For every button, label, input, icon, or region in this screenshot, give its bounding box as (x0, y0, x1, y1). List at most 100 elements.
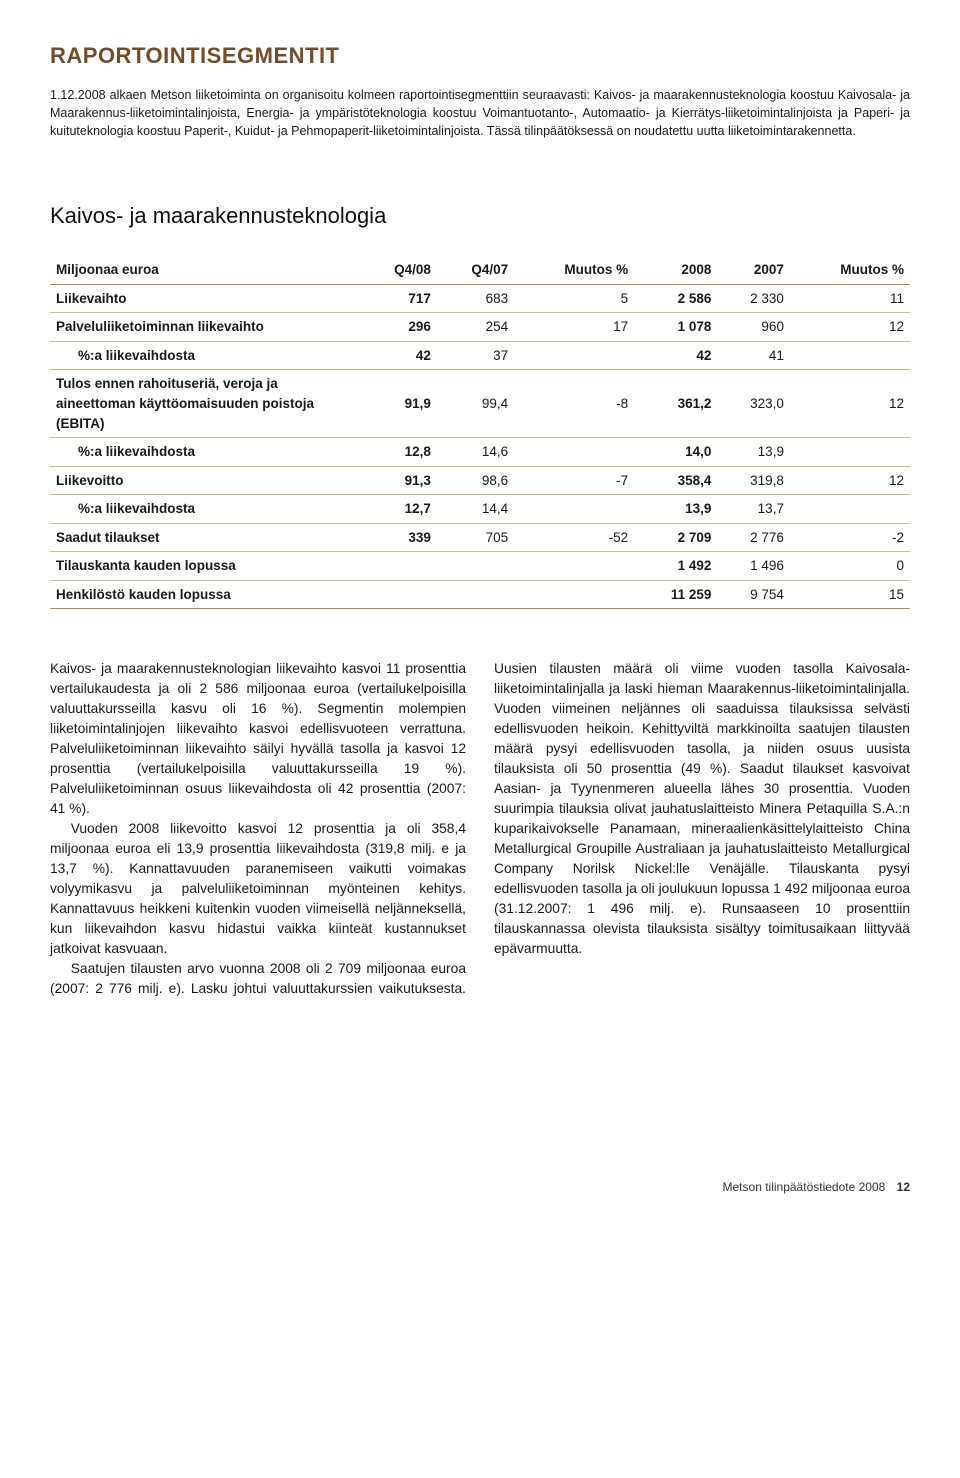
table-cell: 91,3 (360, 466, 437, 495)
table-cell (437, 580, 514, 609)
page-title: RAPORTOINTISEGMENTIT (50, 40, 910, 72)
table-cell: %:a liikevaihdosta (50, 341, 360, 370)
table-cell: 99,4 (437, 370, 514, 438)
table-cell: 361,2 (634, 370, 717, 438)
table-cell: 91,9 (360, 370, 437, 438)
table-cell (360, 580, 437, 609)
table-cell (514, 341, 634, 370)
table-cell: 5 (514, 284, 634, 313)
table-header-cell: Miljoonaa euroa (50, 256, 360, 284)
intro-text: 1.12.2008 alkaen Metson liiketoiminta on… (50, 86, 910, 140)
table-header-cell: Q4/08 (360, 256, 437, 284)
table-row: Saadut tilaukset339705-522 7092 776-2 (50, 523, 910, 552)
table-row: Liikevoitto91,398,6-7358,4319,812 (50, 466, 910, 495)
table-cell (790, 438, 910, 467)
table-cell: Tulos ennen rahoituseriä, veroja ja aine… (50, 370, 360, 438)
table-cell: %:a liikevaihdosta (50, 438, 360, 467)
table-cell: 2 709 (634, 523, 717, 552)
table-cell: 254 (437, 313, 514, 342)
table-cell: 17 (514, 313, 634, 342)
table-cell: 339 (360, 523, 437, 552)
table-cell: Palveluliiketoiminnan liikevaihto (50, 313, 360, 342)
table-cell: 1 078 (634, 313, 717, 342)
table-cell: 323,0 (717, 370, 790, 438)
table-header-row: Miljoonaa euroaQ4/08Q4/07Muutos %2008200… (50, 256, 910, 284)
table-cell: 12,8 (360, 438, 437, 467)
table-cell: 358,4 (634, 466, 717, 495)
table-cell: 12 (790, 466, 910, 495)
table-cell: 9 754 (717, 580, 790, 609)
table-cell: -7 (514, 466, 634, 495)
table-row: Tilauskanta kauden lopussa 1 4921 4960 (50, 552, 910, 581)
table-cell: 42 (634, 341, 717, 370)
table-cell: 717 (360, 284, 437, 313)
table-cell: 1 492 (634, 552, 717, 581)
table-cell: 13,9 (634, 495, 717, 524)
table-cell (790, 341, 910, 370)
table-cell: 42 (360, 341, 437, 370)
financial-table: Miljoonaa euroaQ4/08Q4/07Muutos %2008200… (50, 256, 910, 609)
table-cell: 14,0 (634, 438, 717, 467)
footer-page-number: 12 (897, 1180, 910, 1194)
table-cell: 12 (790, 313, 910, 342)
table-cell (514, 580, 634, 609)
table-cell (360, 552, 437, 581)
table-cell: 15 (790, 580, 910, 609)
table-cell: 2 586 (634, 284, 717, 313)
table-cell: -8 (514, 370, 634, 438)
table-header-cell: 2008 (634, 256, 717, 284)
table-cell: -52 (514, 523, 634, 552)
section-title: Kaivos- ja maarakennusteknologia (50, 200, 910, 232)
table-cell: 2 776 (717, 523, 790, 552)
table-cell: %:a liikevaihdosta (50, 495, 360, 524)
table-cell: Liikevoitto (50, 466, 360, 495)
table-row: Liikevaihto71768352 5862 33011 (50, 284, 910, 313)
table-cell: 41 (717, 341, 790, 370)
table-cell: 11 259 (634, 580, 717, 609)
table-row: %:a liikevaihdosta12,814,6 14,013,9 (50, 438, 910, 467)
body-columns: Kaivos- ja maarakennusteknologian liikev… (50, 659, 910, 999)
intro-block: 1.12.2008 alkaen Metson liiketoiminta on… (50, 86, 910, 140)
table-cell: Saadut tilaukset (50, 523, 360, 552)
table-cell: 12 (790, 370, 910, 438)
table-row: Henkilöstö kauden lopussa 11 2599 75415 (50, 580, 910, 609)
table-header-cell: Muutos % (514, 256, 634, 284)
table-cell (790, 495, 910, 524)
page-footer: Metson tilinpäätöstiedote 2008 12 (50, 1179, 910, 1196)
table-row: Palveluliiketoiminnan liikevaihto2962541… (50, 313, 910, 342)
table-cell: Liikevaihto (50, 284, 360, 313)
body-paragraph: Vuoden 2008 liikevoitto kasvoi 12 prosen… (50, 819, 466, 959)
body-paragraph: Kaivos- ja maarakennusteknologian liikev… (50, 659, 466, 819)
table-cell: 705 (437, 523, 514, 552)
footer-text: Metson tilinpäätöstiedote 2008 (723, 1180, 886, 1194)
table-cell: -2 (790, 523, 910, 552)
table-header-cell: 2007 (717, 256, 790, 284)
table-cell (514, 552, 634, 581)
table-cell: 14,4 (437, 495, 514, 524)
table-cell (514, 438, 634, 467)
table-cell: 683 (437, 284, 514, 313)
table-cell: 11 (790, 284, 910, 313)
table-body: Liikevaihto71768352 5862 33011Palvelulii… (50, 284, 910, 609)
table-row: %:a liikevaihdosta42374241 (50, 341, 910, 370)
table-cell: 0 (790, 552, 910, 581)
table-header-cell: Q4/07 (437, 256, 514, 284)
table-cell: 14,6 (437, 438, 514, 467)
table-cell: 2 330 (717, 284, 790, 313)
table-cell: 296 (360, 313, 437, 342)
table-cell: 98,6 (437, 466, 514, 495)
table-cell: 13,9 (717, 438, 790, 467)
table-cell (437, 552, 514, 581)
table-row: Tulos ennen rahoituseriä, veroja ja aine… (50, 370, 910, 438)
table-cell: Tilauskanta kauden lopussa (50, 552, 360, 581)
table-cell: Henkilöstö kauden lopussa (50, 580, 360, 609)
table-cell: 13,7 (717, 495, 790, 524)
table-cell: 12,7 (360, 495, 437, 524)
table-cell (514, 495, 634, 524)
table-cell: 37 (437, 341, 514, 370)
table-row: %:a liikevaihdosta12,714,4 13,913,7 (50, 495, 910, 524)
table-cell: 1 496 (717, 552, 790, 581)
table-cell: 960 (717, 313, 790, 342)
table-header-cell: Muutos % (790, 256, 910, 284)
table-cell: 319,8 (717, 466, 790, 495)
